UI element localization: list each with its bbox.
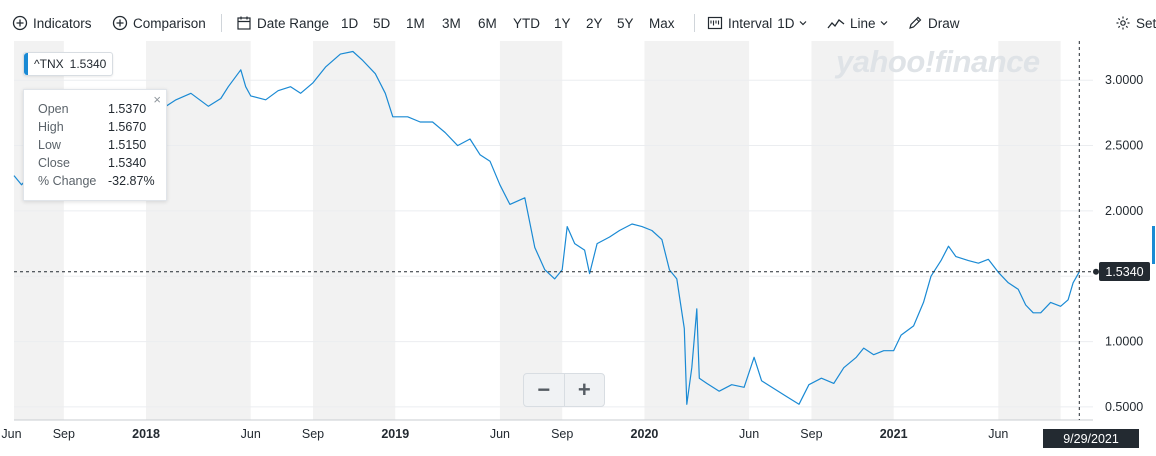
- draw-label: Draw: [928, 15, 960, 31]
- crosshair-date-label: 9/29/2021: [1043, 429, 1139, 448]
- tooltip-row-close: Close 1.5340: [38, 156, 160, 174]
- close-icon[interactable]: ×: [153, 92, 161, 107]
- current-price-dot: [1093, 268, 1099, 275]
- shaded-band: [313, 41, 396, 420]
- zoom-controls: − +: [523, 373, 605, 407]
- tooltip-row-high: High 1.5670: [38, 120, 160, 138]
- x-tick-label: 2020: [631, 427, 659, 441]
- plus-circle-icon: [12, 15, 28, 31]
- current-price-label: 1.5340: [1099, 262, 1150, 281]
- line-chart-icon: [827, 19, 845, 29]
- pencil-icon: [909, 16, 922, 29]
- indicators-label: Indicators: [33, 15, 92, 31]
- zoom-out-button[interactable]: −: [524, 374, 565, 406]
- symbol-name: ^TNX: [34, 57, 64, 71]
- comparison-label: Comparison: [133, 15, 206, 31]
- y-tick-label: 1.0000: [1105, 335, 1143, 349]
- x-tick-label: Jun: [988, 427, 1008, 441]
- shaded-band: [811, 41, 894, 420]
- interval-label: Interval: [728, 15, 773, 31]
- series-line: [13, 50, 1080, 405]
- interval-icon: [707, 16, 723, 30]
- x-tick-label: Jun: [739, 427, 759, 441]
- range-max[interactable]: Max: [649, 15, 675, 31]
- x-tick-label: Sep: [53, 427, 75, 441]
- chart-type-label: Line: [850, 15, 876, 31]
- x-tick-label: Sep: [302, 427, 324, 441]
- toolbar-divider: [221, 14, 222, 32]
- x-tick-label: Jun: [241, 427, 261, 441]
- tooltip-label: Low: [38, 138, 61, 152]
- y-tick-label: 0.5000: [1105, 400, 1143, 414]
- tooltip-value: 1.5150: [108, 138, 147, 152]
- x-tick-label: 2019: [381, 427, 409, 441]
- range-1m[interactable]: 1M: [406, 15, 425, 31]
- toolbar-divider: [694, 14, 695, 32]
- draw-button[interactable]: Draw: [907, 13, 960, 33]
- gear-icon: [1116, 16, 1130, 30]
- zoom-in-button[interactable]: +: [577, 377, 591, 402]
- x-tick-label: Sep: [800, 427, 822, 441]
- range-3m[interactable]: 3M: [442, 15, 461, 31]
- plus-circle-icon: [112, 15, 128, 31]
- x-tick-label: 2021: [880, 427, 908, 441]
- chevron-down-icon: [799, 21, 806, 26]
- tooltip-row-change: % Change -32.87%: [38, 174, 160, 192]
- comparison-button[interactable]: Comparison: [112, 13, 206, 33]
- tooltip-value: 1.5670: [108, 120, 147, 134]
- x-tick-label: Jun: [1, 427, 21, 441]
- x-tick-label: 2018: [132, 427, 160, 441]
- tooltip-value: 1.5370: [108, 102, 147, 116]
- interval-dropdown[interactable]: Interval 1D: [707, 13, 813, 33]
- chevron-down-icon: [880, 21, 887, 26]
- yahoo-finance-watermark: yahoo!finance: [836, 44, 1040, 79]
- x-tick-label: Sep: [551, 427, 573, 441]
- interval-value: 1D: [777, 15, 795, 31]
- date-range-label: Date Range: [257, 15, 330, 31]
- indicators-button[interactable]: Indicators: [12, 13, 92, 33]
- shaded-band: [998, 41, 1061, 420]
- range-5y[interactable]: 5Y: [617, 15, 634, 31]
- tooltip-row-open: Open 1.5370: [38, 102, 160, 120]
- range-6m[interactable]: 6M: [478, 15, 497, 31]
- tooltip-label: Close: [38, 156, 70, 170]
- settings-label: Set: [1136, 15, 1156, 31]
- series-color-swatch: [24, 53, 28, 75]
- range-1y[interactable]: 1Y: [554, 15, 571, 31]
- range-2y[interactable]: 2Y: [586, 15, 603, 31]
- range-1d[interactable]: 1D: [341, 15, 359, 31]
- symbol-legend[interactable]: ^TNX 1.5340: [23, 52, 114, 76]
- scroll-marker[interactable]: [1152, 226, 1155, 264]
- x-tick-label: Jun: [490, 427, 510, 441]
- date-range-button[interactable]: Date Range: [236, 13, 329, 33]
- range-ytd[interactable]: YTD: [513, 15, 540, 31]
- calendar-icon: [237, 16, 251, 30]
- chart-type-dropdown[interactable]: Line: [827, 13, 894, 33]
- tooltip-value: -32.87%: [108, 174, 155, 188]
- y-tick-label: 3.0000: [1105, 73, 1143, 87]
- ohlc-tooltip: × Open 1.5370 High 1.5670 Low 1.5150 Clo…: [23, 89, 167, 201]
- tooltip-label: High: [38, 120, 64, 134]
- chart-toolbar: Indicators Comparison Date Range 1D 5D 1…: [0, 0, 1156, 46]
- symbol-value: 1.5340: [69, 57, 107, 71]
- range-5d[interactable]: 5D: [373, 15, 391, 31]
- settings-button[interactable]: Set: [1115, 13, 1156, 33]
- shaded-band: [644, 41, 750, 420]
- tooltip-row-low: Low 1.5150: [38, 138, 160, 156]
- tooltip-value: 1.5340: [108, 156, 147, 170]
- y-tick-label: 2.0000: [1105, 204, 1143, 218]
- y-tick-label: 2.5000: [1105, 139, 1143, 153]
- tooltip-label: % Change: [38, 174, 97, 188]
- tooltip-label: Open: [38, 102, 69, 116]
